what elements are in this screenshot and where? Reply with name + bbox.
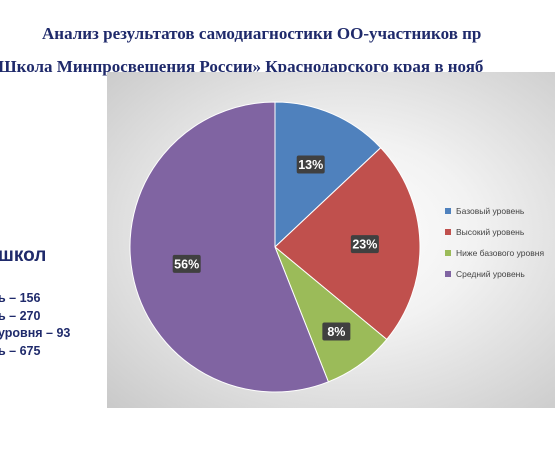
- legend-swatch: [445, 249, 451, 256]
- data-label-text: 56%: [174, 257, 199, 271]
- legend-item: Базовый уровень: [445, 200, 544, 221]
- left-panel-heading: школ: [0, 245, 47, 266]
- data-label-text: 23%: [352, 238, 377, 252]
- pie-slice-1: [274, 101, 382, 249]
- legend-item: Ниже базового уровня: [445, 242, 544, 263]
- pie-slice-2: [274, 147, 421, 341]
- chart-legend: Базовый уровень Высокий уровень Ниже базов…: [445, 200, 544, 284]
- page-title-line-1: Анализ результатов самодиагностики ОО-уч…: [42, 24, 482, 43]
- chart-panel: 13% 23% 8% 56% Базовый уровень Высокий урове…: [107, 72, 555, 408]
- page-title-line-2: Школа Минпросвещения России» Краснодарск…: [0, 57, 484, 76]
- data-label-box: [172, 254, 201, 273]
- left-panel-item: ь – 675: [0, 343, 41, 358]
- data-label-1: 13%: [296, 155, 325, 174]
- data-label-box: [296, 155, 325, 174]
- legend-swatch: [445, 270, 451, 277]
- legend-item: Средний уровень: [445, 263, 544, 284]
- legend-label: Ниже базового уровня: [456, 247, 545, 258]
- legend-label: Средний уровень: [456, 268, 525, 279]
- data-label-4: 56%: [172, 254, 201, 273]
- left-panel-item: уровня – 93: [0, 326, 71, 340]
- pie-slice-4: [129, 101, 330, 393]
- data-label-2: 23%: [350, 235, 379, 254]
- legend-swatch: [445, 228, 451, 235]
- data-label-box: [322, 322, 351, 341]
- left-panel-list: ь – 156 ь – 270 уровня – 93 ь – 675: [0, 290, 70, 360]
- legend-item: Высокий уровень: [445, 221, 544, 242]
- legend-swatch: [445, 207, 451, 214]
- data-label-text: 8%: [327, 325, 345, 339]
- left-panel-item: ь – 156: [0, 291, 41, 305]
- data-label-box: [350, 235, 379, 254]
- data-label-3: 8%: [322, 322, 351, 341]
- left-panel-item: ь – 270: [0, 308, 41, 323]
- legend-label: Высокий уровень: [456, 226, 525, 237]
- data-label-text: 13%: [298, 158, 323, 172]
- legend-label: Базовый уровень: [456, 205, 525, 216]
- pie-chart: 13% 23% 8% 56%: [129, 101, 421, 393]
